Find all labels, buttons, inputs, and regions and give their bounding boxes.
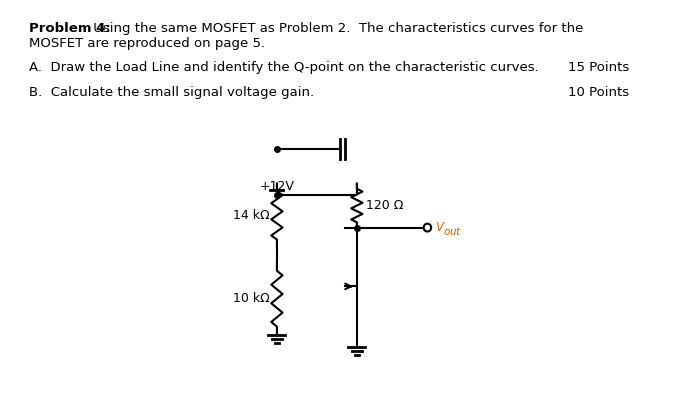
Text: 10 kΩ: 10 kΩ (233, 292, 270, 305)
Text: Using the same MOSFET as Problem 2.  The characteristics curves for the: Using the same MOSFET as Problem 2. The … (88, 22, 583, 35)
Text: 10 Points: 10 Points (569, 87, 630, 99)
Text: $\it{out}$: $\it{out}$ (443, 225, 462, 237)
Text: 120 Ω: 120 Ω (366, 199, 403, 212)
Text: $\it{V}$: $\it{V}$ (435, 221, 446, 234)
Text: A.  Draw the Load Line and identify the Q-point on the characteristic curves.: A. Draw the Load Line and identify the Q… (29, 61, 539, 74)
Text: Problem 4:: Problem 4: (29, 22, 110, 35)
Text: MOSFET are reproduced on page 5.: MOSFET are reproduced on page 5. (29, 37, 265, 50)
Text: 14 kΩ: 14 kΩ (233, 209, 270, 222)
Text: +12V: +12V (259, 180, 294, 193)
Text: 15 Points: 15 Points (569, 61, 630, 74)
Text: B.  Calculate the small signal voltage gain.: B. Calculate the small signal voltage ga… (29, 87, 314, 99)
